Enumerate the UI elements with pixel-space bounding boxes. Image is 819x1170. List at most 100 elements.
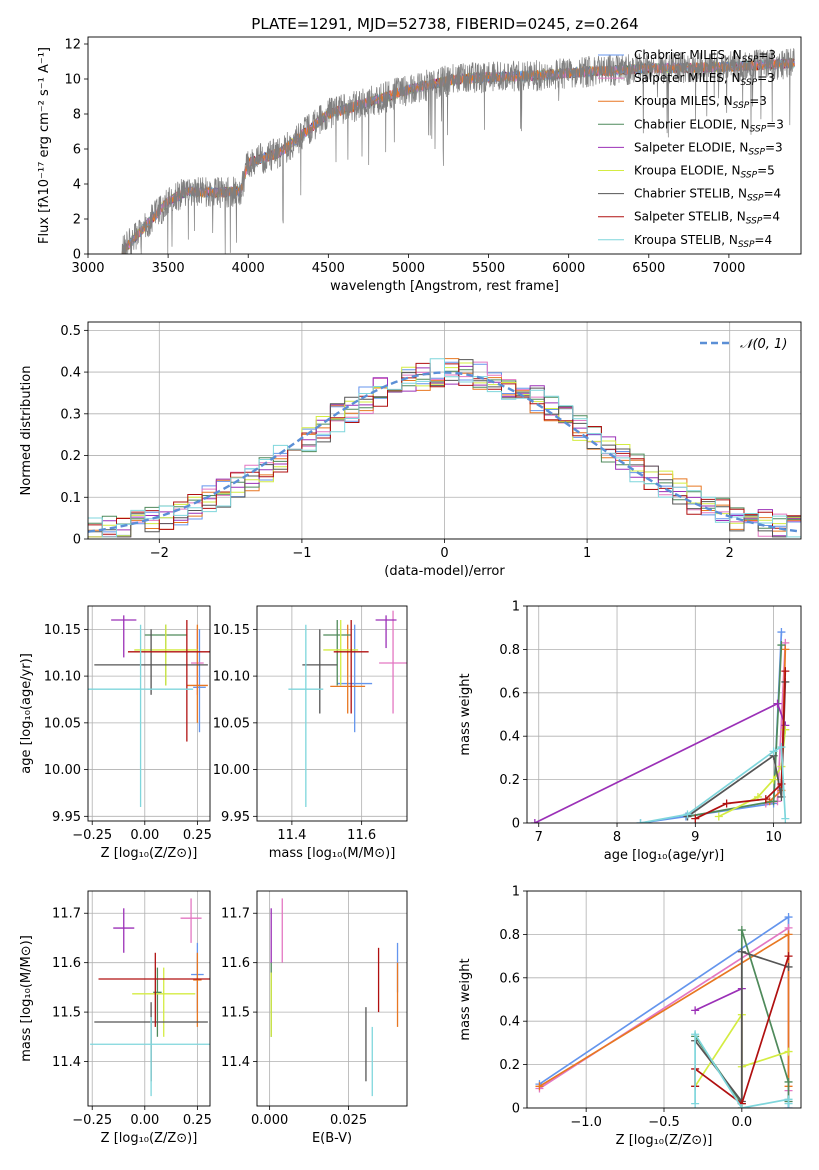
x-tick-label: 3000 (71, 261, 104, 276)
mass-weight-marker (784, 913, 793, 922)
mass-weight-marker (714, 812, 723, 821)
plot-area-age_mass (257, 606, 407, 821)
y-tick-label: 11.6 (52, 956, 81, 971)
legend-nssp: =3 (765, 140, 783, 154)
y-tick-label: 0 (512, 817, 520, 832)
mass-weight-marker (784, 1099, 793, 1108)
mass-weight-marker (691, 1006, 700, 1015)
x-tick-label: 6000 (552, 261, 585, 276)
x-tick-label: 3500 (152, 261, 185, 276)
x-tick-label: 8 (613, 830, 621, 845)
y-tick-label: 11.5 (221, 1006, 250, 1021)
gaussian-curve (88, 371, 801, 533)
axes-mass_Z: −0.25 0.00 0.25 11.4 11.5 11.6 11.7 Z [log₁₀(Z/… (19, 890, 212, 1146)
axes-age_mass: 11.4 11.6 9.95 10.00 10.05 10.10 10.15 mass [lo… (213, 605, 408, 861)
mass-weight-marker (691, 1099, 700, 1108)
axes-frame (87, 36, 802, 255)
y-tick-label: 11.7 (221, 907, 250, 922)
legend-model-name: Salpeter ELODIE, N (634, 140, 748, 154)
x-tick-label: 11.4 (277, 828, 306, 843)
mass-weight-marker (636, 819, 645, 823)
x-axis-label: age [log₁₀(age/yr)] (604, 848, 725, 863)
legend-nssp: =3 (766, 117, 784, 131)
x-axis-label: Z [log₁₀(Z/Z⊙)] (101, 846, 198, 861)
y-tick-label: 10.15 (213, 623, 250, 638)
y-tick-label: 0 (512, 1102, 520, 1117)
axes-frame (256, 890, 408, 1107)
axes-frame (87, 605, 211, 822)
axes-frame (87, 890, 211, 1107)
x-tick-label: −1.0 (570, 1115, 602, 1130)
y-axis-label: mass weight (458, 958, 473, 1040)
mass-weight-marker (737, 1104, 746, 1108)
legend-entry: Salpeter MILES, NSSP=3 (634, 71, 775, 88)
mass-weight-marker (781, 814, 790, 823)
mass-weight-marker (784, 1077, 793, 1086)
y-tick-label: 0.5 (60, 324, 81, 339)
x-tick-label: 0 (440, 546, 448, 561)
y-tick-label: 0.2 (499, 1058, 520, 1073)
x-tick-label: 6500 (632, 261, 665, 276)
y-tick-label: 0.4 (499, 1015, 520, 1030)
plot-area-residuals (88, 322, 801, 539)
mass-weight-line (694, 987, 743, 1108)
ticks-weight_age: 7 8 9 10 0 0.2 0.4 0.6 0.8 1 (499, 600, 782, 846)
y-tick-label: 0 (73, 248, 81, 263)
x-tick-label: −0.5 (648, 1115, 680, 1130)
legend-entry: Kroupa STELIB, NSSP=4 (634, 233, 772, 250)
ticks-spectrum: 3000 3500 4000 4500 5000 5500 6000 6500 7000 0 2 4 6… (64, 38, 745, 277)
y-tick-label: 2 (73, 213, 81, 228)
mass-weight-marker (769, 775, 778, 784)
legend-entry: Kroupa ELODIE, NSSP=5 (634, 164, 775, 181)
y-tick-label: 0.4 (499, 730, 520, 745)
mass-weight-marker (737, 926, 746, 935)
mass-weight-marker (769, 747, 778, 756)
legend-model-name: Chabrier ELODIE, N (634, 117, 750, 131)
legend-subscript: SSP (748, 147, 765, 157)
legend-subscript: SSP (741, 171, 758, 181)
mass-weight-marker (773, 699, 782, 708)
y-tick-label: 12 (64, 38, 81, 53)
spectrum-legend: Chabrier MILES, NSSP=3 Salpeter MILES, NS… (598, 48, 784, 250)
y-tick-label: 11.5 (52, 1006, 81, 1021)
y-tick-label: 10.05 (213, 716, 250, 731)
x-tick-label: −1 (292, 546, 311, 561)
x-axis-label: Z [log₁₀(Z/Z⊙)] (616, 1133, 713, 1148)
x-tick-label: 0.00 (130, 1113, 159, 1128)
y-tick-label: 10.05 (44, 716, 81, 731)
ticks-age_Z: −0.25 0.00 0.25 9.95 10.00 10.05 10.10 10.15 (44, 623, 212, 843)
observed-spectrum-line (121, 48, 795, 254)
axes-residuals: −2 −1 0 1 2 0 0.1 0.2 0.3 0.4 0.5 (data-model)/erro… (19, 321, 802, 579)
y-tick-label: 10 (64, 73, 81, 88)
mass-weight-marker (722, 799, 731, 808)
axes-weight_age: 7 8 9 10 0 0.2 0.4 0.6 0.8 1 age [log₁₀(age/yr)] ma… (458, 600, 802, 863)
x-tick-label: 4500 (312, 261, 345, 276)
legend-nssp: =3 (757, 71, 775, 85)
x-tick-label: 0.25 (183, 1113, 212, 1128)
y-tick-label: 11.7 (52, 907, 81, 922)
y-tick-label: 6 (73, 143, 81, 158)
ticks-mass_Z: −0.25 0.00 0.25 11.4 11.5 11.6 11.7 (52, 907, 212, 1128)
legend-nssp: =3 (749, 94, 767, 108)
y-tick-label: 10.15 (44, 623, 81, 638)
plot-area-weight_Z (527, 891, 801, 1108)
x-axis-label: wavelength [Angstrom, rest frame] (330, 279, 559, 294)
legend-subscript: SSP (747, 194, 764, 204)
mass-weight-marker (769, 797, 778, 806)
legend-subscript: SSP (738, 240, 755, 250)
legend-model-name: Kroupa ELODIE, N (634, 164, 741, 178)
y-tick-label: 1 (512, 885, 520, 900)
x-tick-label: 0.25 (183, 828, 212, 843)
x-tick-label: 0.025 (330, 1113, 367, 1128)
y-axis-label: Flux [fλ10⁻¹⁷ erg cm⁻² s⁻¹ A⁻¹] (37, 47, 52, 244)
legend-entry: Chabrier ELODIE, NSSP=3 (634, 117, 784, 134)
mass-weight-marker (761, 795, 770, 804)
legend-entry: Chabrier STELIB, NSSP=4 (634, 187, 781, 204)
y-axis-label: mass weight (458, 673, 473, 755)
y-tick-label: 11.4 (221, 1055, 250, 1070)
legend-entry: Chabrier MILES, NSSP=3 (634, 48, 776, 65)
axes-frame (526, 890, 802, 1109)
legend-label: 𝒩(0, 1) (740, 337, 787, 352)
x-tick-label: 0.000 (251, 1113, 288, 1128)
ticks-weight_Z: −1.0 −0.5 0.0 0 0.2 0.4 0.6 0.8 1 (499, 885, 752, 1131)
